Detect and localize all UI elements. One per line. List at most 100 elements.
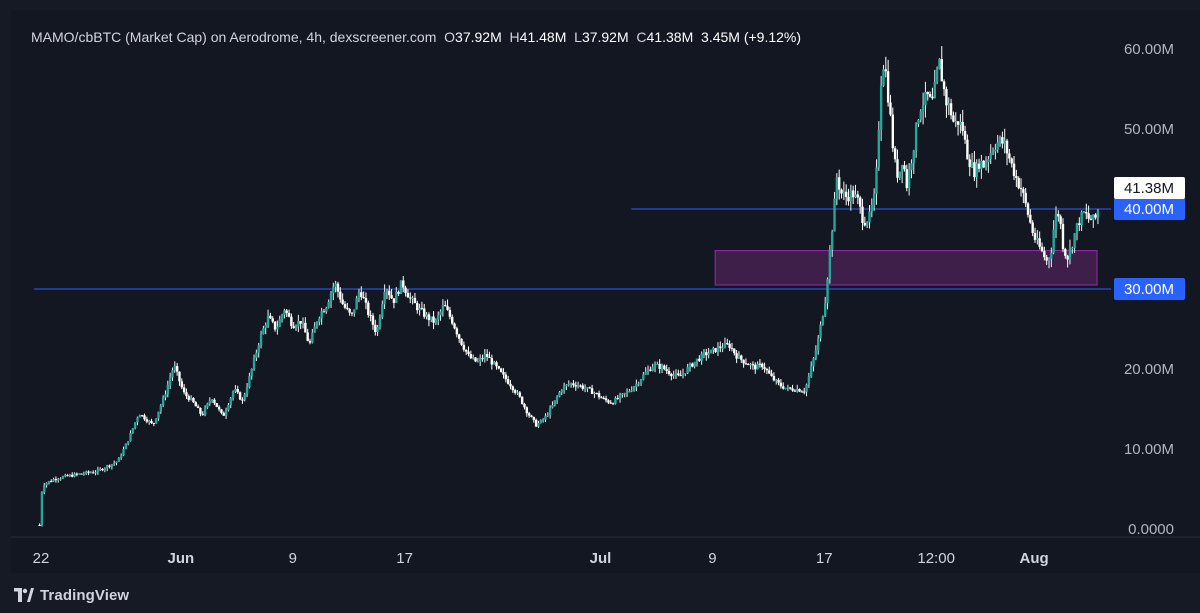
candlestick-chart[interactable]: 60.00M 50.00M 40.00M 30.00M 20.00M 10.00M 0.00… <box>11 10 1200 573</box>
candle-body <box>360 292 363 297</box>
candle-body <box>777 379 780 383</box>
candle-body <box>863 222 867 226</box>
support-zone[interactable] <box>714 250 1098 286</box>
candle-body <box>702 352 706 354</box>
level-price-tag[interactable] <box>1114 198 1185 220</box>
time-scale[interactable]: 22 Jun 9 17 Jul 9 17 12:00 Aug <box>11 536 1200 567</box>
candle-body <box>562 386 566 391</box>
candle-body <box>830 231 834 250</box>
candle-body <box>1019 188 1023 190</box>
candle-body <box>196 406 200 408</box>
candle-body <box>828 249 832 280</box>
candle-body <box>530 415 533 417</box>
candle-body <box>441 305 445 312</box>
candle-body <box>618 394 622 399</box>
candle-body <box>201 413 204 415</box>
candle-body <box>325 307 328 312</box>
candle-body <box>108 465 111 467</box>
candle-body <box>92 472 95 474</box>
candle-body <box>364 298 368 303</box>
candle-body <box>709 349 713 354</box>
candle-body <box>854 194 857 198</box>
candle-body <box>616 398 619 400</box>
candle-body <box>735 353 738 359</box>
high-value: 41.48M <box>519 29 567 45</box>
candle-body <box>47 481 51 484</box>
candle-body <box>483 353 487 359</box>
candle-body <box>136 417 139 423</box>
candle-body <box>684 373 687 375</box>
price-tick-label: 20.00M <box>1124 361 1174 378</box>
candle-body <box>544 416 547 420</box>
candle-body <box>1087 213 1090 219</box>
levels-layer <box>34 208 1111 290</box>
candle-body <box>812 358 815 367</box>
candle-body <box>133 422 137 429</box>
candle-body <box>215 403 218 407</box>
candle-body <box>667 370 671 375</box>
candle-body <box>663 365 666 370</box>
candle-body <box>203 407 207 415</box>
candle-body <box>140 415 144 417</box>
price-tick-label: 0.0000 <box>1128 521 1174 538</box>
candle-body <box>504 374 508 380</box>
candle-body <box>430 316 433 321</box>
candle-body <box>882 69 885 86</box>
candle-body <box>252 357 256 369</box>
candle-body <box>1036 238 1039 240</box>
candle-body <box>919 111 922 120</box>
candle-body <box>1071 247 1074 249</box>
tradingview-brand[interactable]: TradingView <box>14 583 129 607</box>
candle-body <box>823 303 827 317</box>
last-price-tag[interactable] <box>1114 176 1185 199</box>
candle-body <box>1075 223 1079 234</box>
candle-body <box>751 364 755 366</box>
candle-body <box>900 165 904 172</box>
candle-body <box>458 334 461 339</box>
candle-body <box>418 307 421 311</box>
candle-body <box>187 395 190 400</box>
candle-body <box>656 363 659 365</box>
candle-body <box>991 151 995 153</box>
candle-body <box>178 371 181 382</box>
candle-body <box>339 291 342 300</box>
candle-body <box>733 348 736 354</box>
candle-body <box>980 160 983 169</box>
candle-body <box>952 115 955 122</box>
candle-body <box>336 283 340 292</box>
candle-body <box>248 376 251 388</box>
candle-body <box>693 361 696 367</box>
candle-body <box>395 291 398 303</box>
candle-body <box>257 345 260 353</box>
candle-body <box>623 393 626 395</box>
candle-body <box>369 315 372 317</box>
candle-body <box>229 397 232 406</box>
candle-body <box>614 398 617 404</box>
candle-body <box>817 338 820 351</box>
candle-body <box>243 394 246 400</box>
candle-body <box>343 304 347 308</box>
candle-body <box>516 392 519 394</box>
level-price-tag[interactable] <box>1114 278 1185 300</box>
low-value: 37.92M <box>581 29 629 45</box>
candle-body <box>604 398 608 401</box>
candle-body <box>57 479 60 481</box>
candle-body <box>490 357 494 365</box>
candle-body <box>299 321 302 324</box>
candle-body <box>306 332 309 341</box>
candle-body <box>406 292 410 298</box>
candle-body <box>931 96 934 99</box>
time-tick-label: Jun <box>168 550 195 567</box>
candle-body <box>765 369 769 371</box>
candle-body <box>173 366 177 371</box>
candle-body <box>1029 214 1032 223</box>
candle-body <box>488 356 491 358</box>
candle-body <box>241 399 244 401</box>
candle-body <box>945 89 948 106</box>
candle-body <box>630 390 633 392</box>
chart-panel[interactable]: 60.00M 50.00M 40.00M 30.00M 20.00M 10.00M 0.00… <box>11 10 1200 573</box>
candle-body <box>180 381 183 388</box>
candle-body <box>1057 213 1060 217</box>
candle-body <box>600 397 603 399</box>
price-scale[interactable]: 60.00M 50.00M 40.00M 30.00M 20.00M 10.00M 0.00… <box>1114 41 1185 538</box>
